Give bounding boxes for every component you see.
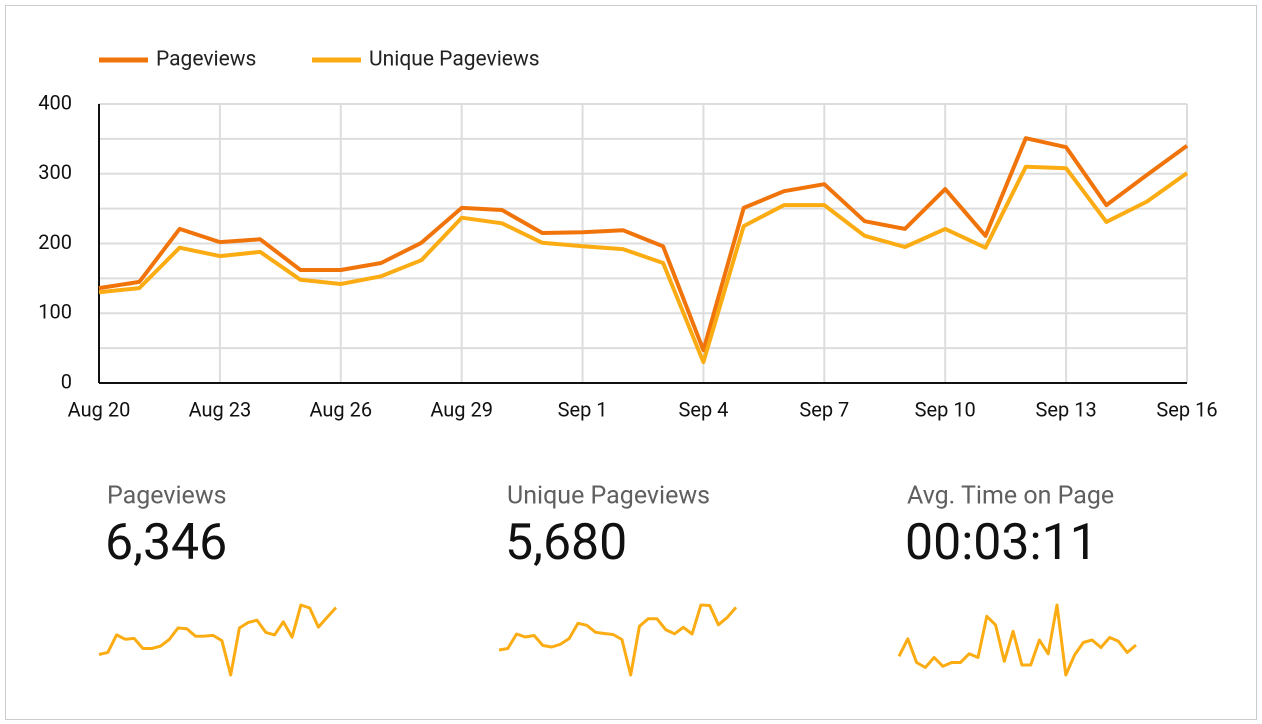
legend-label: Pageviews [156, 48, 256, 72]
sparkline [498, 603, 738, 677]
x-tick-label: Sep 1 [558, 397, 608, 421]
metric-value: 00:03:11 [905, 514, 1098, 572]
panel-border [5, 5, 1257, 720]
x-tick-label: Aug 23 [189, 397, 252, 421]
y-tick-label: 400 [38, 90, 72, 114]
x-tick-label: Aug 26 [309, 397, 372, 421]
x-tick-label: Sep 13 [1036, 397, 1097, 421]
x-tick-label: Aug 29 [430, 397, 493, 421]
y-tick-label: 0 [61, 369, 72, 393]
x-tick-label: Sep 7 [799, 397, 849, 421]
legend-label: Unique Pageviews [369, 48, 540, 72]
y-tick-label: 100 [38, 300, 72, 324]
metric-value: 6,346 [105, 514, 227, 572]
series-line [98, 136, 1189, 353]
x-tick-label: Aug 20 [68, 397, 131, 421]
metric-label: Avg. Time on Page [907, 482, 1114, 511]
y-tick-label: 200 [38, 230, 72, 254]
metric-value: 5,680 [505, 514, 627, 572]
x-tick-label: Sep 4 [678, 397, 728, 421]
sparkline [897, 603, 1137, 677]
metric-label: Pageviews [107, 482, 227, 511]
x-tick-label: Sep 16 [1156, 397, 1217, 421]
x-tick-label: Sep 10 [915, 397, 976, 421]
series-line [98, 164, 1189, 365]
metric-label: Unique Pageviews [507, 482, 710, 511]
sparkline [98, 603, 338, 677]
y-tick-label: 300 [38, 160, 72, 184]
